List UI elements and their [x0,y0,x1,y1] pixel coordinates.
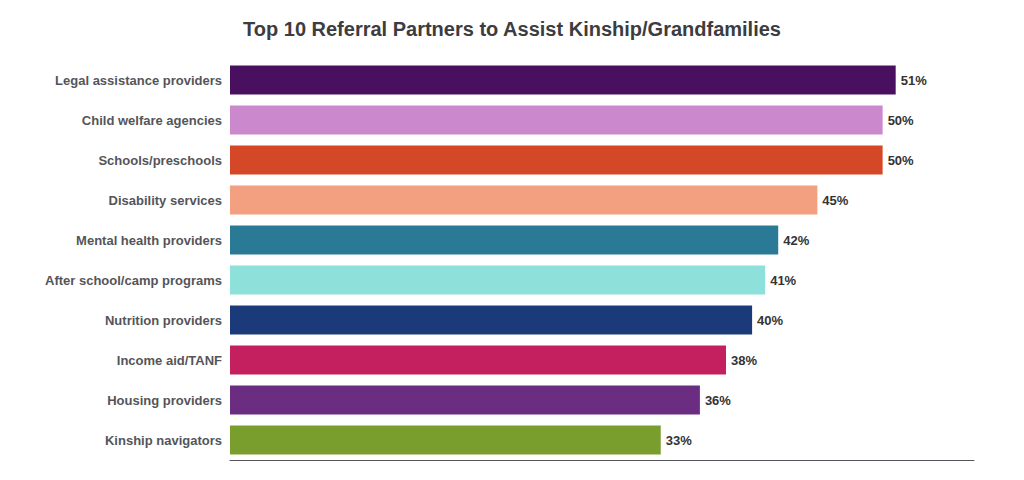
svg-text:Legal assistance providers: Legal assistance providers [55,73,222,88]
svg-text:36%: 36% [705,393,731,408]
svg-text:Housing providers: Housing providers [107,393,222,408]
svg-text:Child welfare agencies: Child welfare agencies [82,113,222,128]
svg-text:Mental health providers: Mental health providers [76,233,222,248]
svg-text:Disability services: Disability services [109,193,222,208]
svg-text:42%: 42% [783,233,809,248]
svg-text:38%: 38% [731,353,757,368]
svg-text:50%: 50% [888,113,914,128]
svg-text:40%: 40% [757,313,783,328]
svg-text:41%: 41% [770,273,796,288]
svg-text:33%: 33% [666,433,692,448]
svg-text:45%: 45% [822,193,848,208]
svg-text:After school/camp programs: After school/camp programs [45,273,222,288]
svg-text:Top 10 Referral Partners to As: Top 10 Referral Partners to Assist Kinsh… [243,18,781,40]
svg-text:50%: 50% [888,153,914,168]
svg-text:51%: 51% [901,73,927,88]
svg-text:Nutrition providers: Nutrition providers [105,313,222,328]
svg-text:Schools/preschools: Schools/preschools [98,153,222,168]
svg-text:Kinship navigators: Kinship navigators [105,433,222,448]
svg-text:Income aid/TANF: Income aid/TANF [117,353,222,368]
